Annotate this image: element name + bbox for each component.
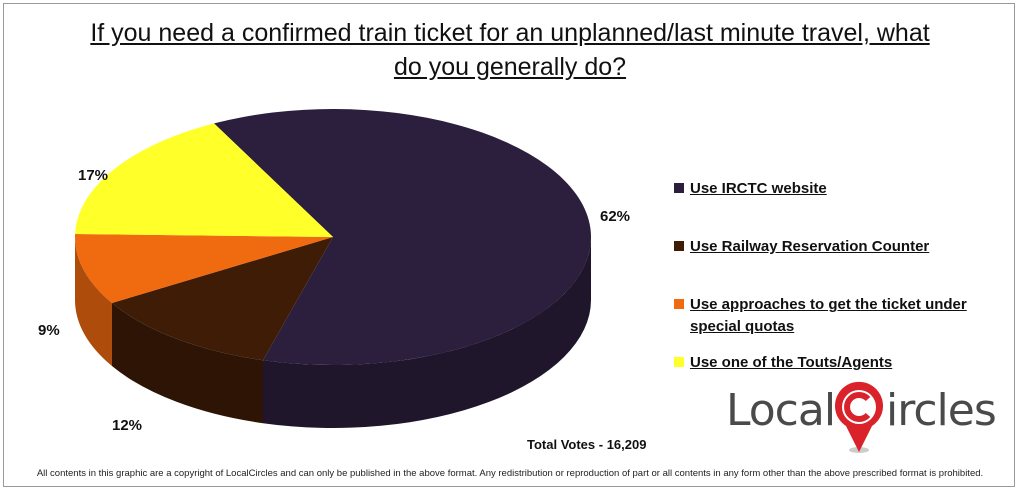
legend-label: Use Railway Reservation Counter — [690, 238, 930, 255]
legend-label: Use one of the Touts/Agents — [690, 354, 893, 371]
legend-label: Use approaches to get the ticket under s… — [690, 296, 967, 335]
legend-label: Use IRCTC website — [690, 180, 827, 197]
pct-label-irctc: 62% — [600, 208, 631, 225]
pct-label-quotas: 9% — [38, 322, 60, 339]
pie-slice-touts — [75, 123, 334, 237]
logo-text-right: ircles — [886, 385, 997, 436]
legend-item-counter: Use Railway Reservation Counter — [674, 236, 929, 258]
localcircles-logo: Local ircles — [726, 380, 997, 453]
pie-side-quotas — [75, 237, 112, 367]
pie-slice-counter — [111, 237, 333, 361]
pie-side-counter — [111, 303, 263, 424]
legend-swatch — [674, 299, 684, 309]
legend-swatch — [674, 183, 684, 193]
logo-text-left: Local — [726, 385, 836, 436]
legend-item-touts: Use one of the Touts/Agents — [674, 352, 892, 374]
map-pin-c-icon — [835, 381, 883, 453]
legend-swatch — [674, 357, 684, 367]
pie-slice-irctc — [214, 109, 591, 365]
pie-side-irctc — [262, 237, 591, 428]
copyright-footer: All contents in this graphic are a copyr… — [36, 468, 984, 479]
legend-swatch — [674, 241, 684, 251]
pct-label-counter: 12% — [112, 417, 143, 434]
total-votes: Total Votes - 16,209 — [527, 437, 647, 452]
pct-label-touts: 17% — [78, 167, 109, 184]
chart-title: If you need a confirmed train ticket for… — [90, 19, 930, 81]
pie-slice-quotas — [75, 233, 333, 304]
legend-item-irctc: Use IRCTC website — [674, 178, 827, 200]
legend-item-quotas: Use approaches to get the ticket under s… — [674, 294, 1009, 338]
